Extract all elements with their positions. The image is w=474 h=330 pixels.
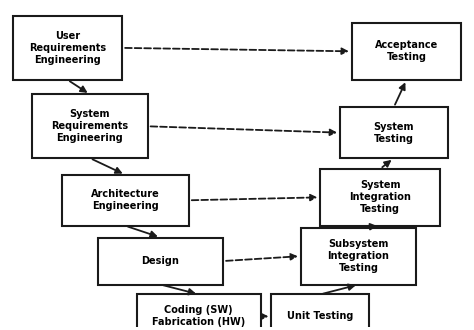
- Bar: [98, 238, 223, 284]
- Bar: [137, 294, 261, 330]
- Text: User
Requirements
Engineering: User Requirements Engineering: [29, 31, 106, 65]
- Text: Architecture
Engineering: Architecture Engineering: [91, 189, 160, 211]
- Bar: [340, 107, 448, 158]
- Text: System
Requirements
Engineering: System Requirements Engineering: [52, 109, 128, 143]
- Bar: [62, 175, 189, 226]
- Bar: [301, 228, 416, 284]
- Bar: [13, 16, 122, 80]
- Text: Design: Design: [142, 256, 180, 266]
- Bar: [352, 23, 461, 80]
- Text: System
Integration
Testing: System Integration Testing: [349, 180, 411, 214]
- Bar: [32, 94, 148, 158]
- Text: Acceptance
Testing: Acceptance Testing: [375, 40, 438, 62]
- Text: Subsystem
Integration
Testing: Subsystem Integration Testing: [328, 239, 390, 273]
- Text: System
Testing: System Testing: [374, 122, 414, 144]
- Bar: [320, 169, 440, 226]
- Text: Coding (SW)
Fabrication (HW): Coding (SW) Fabrication (HW): [152, 305, 246, 327]
- Bar: [271, 294, 369, 330]
- Text: Unit Testing: Unit Testing: [287, 312, 354, 321]
